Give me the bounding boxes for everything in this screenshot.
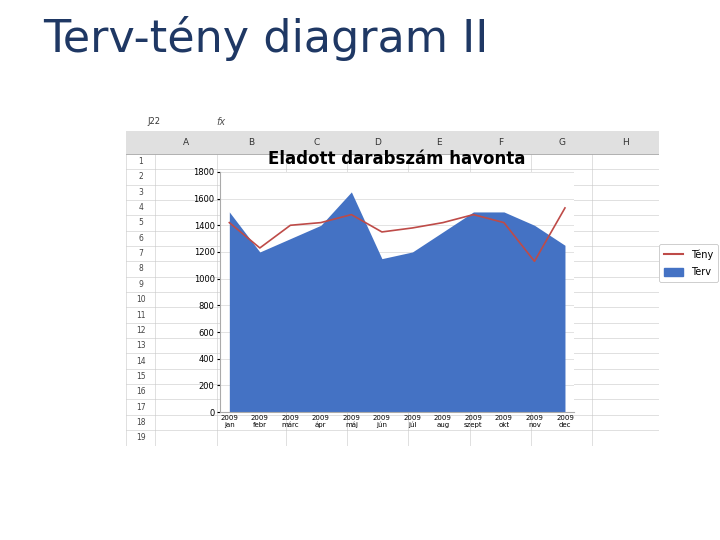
Text: 16: 16: [136, 387, 145, 396]
Text: 18: 18: [136, 418, 145, 427]
Text: 19: 19: [136, 433, 145, 442]
Text: 4: 4: [138, 203, 143, 212]
Text: Hasonló célt szolgál az a diagram, ahol a Terv adatsorhoz terület diagramot, a t: Hasonló célt szolgál az a diagram, ahol …: [29, 471, 691, 509]
Text: D: D: [374, 138, 381, 147]
Text: F: F: [498, 138, 503, 147]
Text: Terv-tény diagram II: Terv-tény diagram II: [43, 16, 489, 61]
Text: H: H: [622, 138, 629, 147]
Text: J22: J22: [148, 117, 161, 126]
Text: A: A: [183, 138, 189, 147]
Text: 2: 2: [138, 172, 143, 181]
Bar: [126, 131, 156, 154]
Text: 8: 8: [138, 265, 143, 273]
Text: E: E: [436, 138, 442, 147]
Text: C: C: [313, 138, 320, 147]
Text: 11: 11: [136, 310, 145, 320]
Text: 6: 6: [138, 234, 143, 243]
Text: fx: fx: [217, 117, 225, 126]
Bar: [126, 131, 659, 154]
Text: 9: 9: [138, 280, 143, 289]
Text: G: G: [558, 138, 565, 147]
Text: 14: 14: [136, 356, 145, 366]
Text: 12: 12: [136, 326, 145, 335]
Text: 17: 17: [136, 403, 145, 411]
Title: Eladott darabszám havonta: Eladott darabszám havonta: [269, 150, 526, 167]
Text: 1: 1: [138, 157, 143, 166]
Text: 7: 7: [138, 249, 143, 258]
Text: B: B: [248, 138, 254, 147]
Legend: Tény, Terv: Tény, Terv: [659, 244, 718, 282]
Text: 5: 5: [138, 218, 143, 227]
Text: 3: 3: [138, 188, 143, 197]
Text: 24: 24: [7, 83, 25, 96]
Text: 15: 15: [136, 372, 145, 381]
Text: 10: 10: [136, 295, 145, 304]
Text: 13: 13: [136, 341, 145, 350]
